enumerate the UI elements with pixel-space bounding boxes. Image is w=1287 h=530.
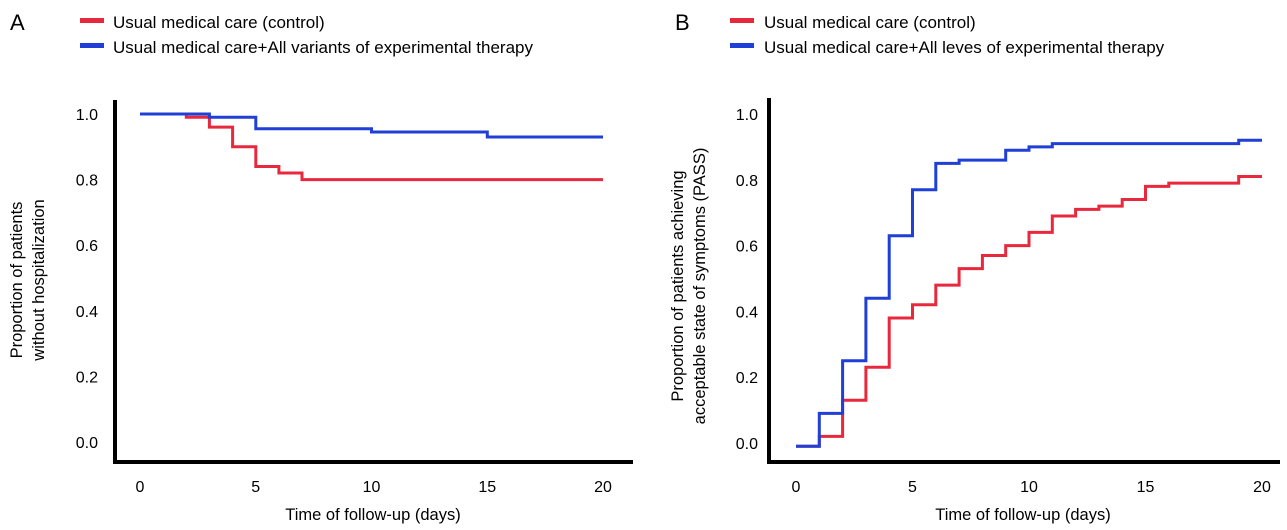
- panel-b-legend-swatch-0: [730, 18, 754, 23]
- panel-a-x-axis-label: Time of follow-up (days): [285, 506, 460, 524]
- panel-b-x-tick-label: 20: [1253, 479, 1271, 496]
- panel-a-legend-swatch-0: [80, 18, 104, 23]
- panel-b-y-axis-label-line-1: Proportion of patients achieving: [669, 170, 687, 401]
- panel-b-y-tick-label: 0.0: [736, 436, 758, 453]
- panel-b-legend-label-0: Usual medical care (control): [764, 13, 976, 32]
- panel-a-x-tick-label: 20: [594, 479, 612, 496]
- panel-b-series-line-0: [796, 175, 1262, 448]
- panel-a-legend: Usual medical care (control) Usual medic…: [80, 13, 534, 57]
- panel-b-y-tick-label: 0.8: [736, 173, 758, 190]
- panel-b-letter: B: [675, 10, 690, 35]
- panel-a-series-line-0: [140, 112, 603, 182]
- panel-a-y-tick-label: 0.0: [76, 435, 98, 452]
- panel-b-y-tick-label: 0.4: [736, 304, 758, 321]
- panel-b-y-tick-label: 0.6: [736, 239, 758, 256]
- panel-a-x-tick-label: 15: [478, 479, 496, 496]
- panel-a-x-tick-label: 5: [251, 479, 260, 496]
- panel-a-legend-swatch-1: [80, 43, 104, 48]
- panel-b-x-tick-label: 10: [1020, 479, 1038, 496]
- panel-b-x-axis-label: Time of follow-up (days): [935, 506, 1110, 524]
- panel-b-y-axis-label-line-2: acceptable state of symptoms (PASS): [691, 148, 709, 425]
- panel-a-y-axis-label-line-2: without hospitalization: [30, 199, 48, 361]
- panel-b-legend-label-1: Usual medical care+All leves of experime…: [764, 38, 1165, 57]
- panel-a-legend-label-0: Usual medical care (control): [113, 13, 325, 32]
- panel-b-legend-swatch-1: [730, 43, 754, 48]
- panel-b: B Usual medical care (control) Usual med…: [669, 10, 1280, 524]
- panel-a-y-tick-label: 0.4: [76, 304, 98, 321]
- panel-b-x-tick-label: 5: [908, 479, 917, 496]
- panel-b-series-line-1: [796, 138, 1262, 448]
- panel-a-y-tick-label: 0.6: [76, 238, 98, 255]
- panel-a-legend-label-1: Usual medical care+All variants of exper…: [113, 38, 534, 57]
- panel-a-series-line-1: [140, 112, 603, 139]
- panel-a-y-axis-label-line-1: Proportion of patients: [8, 202, 26, 359]
- panel-a-x-tick-label: 0: [136, 479, 145, 496]
- panel-a-x-tick-label: 10: [363, 479, 381, 496]
- panel-a-letter: A: [10, 10, 25, 35]
- panel-b-x-tick-label: 0: [792, 479, 801, 496]
- panel-a-y-tick-label: 1.0: [76, 107, 98, 124]
- panel-a-series: [140, 112, 603, 182]
- panel-b-y-tick-label: 0.2: [736, 370, 758, 387]
- panel-b-series: [796, 138, 1262, 448]
- panel-a-y-tick-label: 0.2: [76, 369, 98, 386]
- panel-a-y-tick-label: 0.8: [76, 173, 98, 190]
- panel-b-legend: Usual medical care (control) Usual medic…: [730, 13, 1165, 57]
- panel-a-ticks: 0 5 10 15 20 0.0 0.2 0.4 0.6 0.8 1.0: [76, 107, 612, 496]
- panel-b-x-tick-label: 15: [1137, 479, 1155, 496]
- panel-a: A Usual medical care (control) Usual med…: [8, 10, 633, 524]
- panel-b-ticks: 0 5 10 15 20 0.0 0.2 0.4 0.6 0.8 1.0: [736, 107, 1271, 496]
- panel-b-y-tick-label: 1.0: [736, 107, 758, 124]
